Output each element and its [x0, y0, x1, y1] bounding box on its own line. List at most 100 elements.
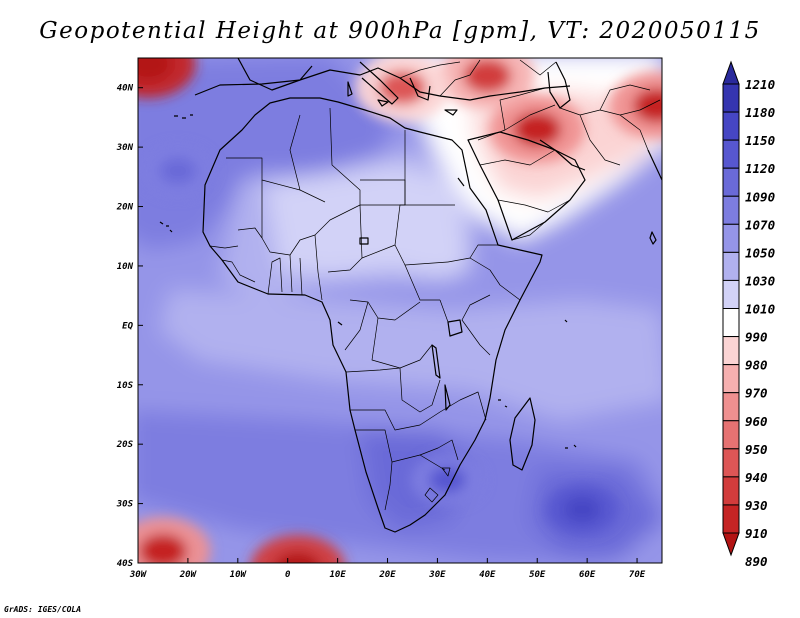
sri-lanka — [649, 231, 657, 245]
colorbar-swatch — [722, 336, 740, 366]
colorbar-cap-bottom — [722, 532, 740, 557]
lat-tick-label: 40S — [117, 559, 134, 569]
high-core — [429, 466, 466, 493]
colorbar-swatch — [722, 279, 740, 309]
lon-tick-label: 0 — [285, 570, 291, 580]
colorbar-swatch — [722, 448, 740, 478]
caspian-coastline — [547, 61, 571, 109]
grads-credit: GrADS: IGES/COLA — [4, 605, 82, 614]
colorbar-label: 960 — [745, 414, 768, 429]
colorbar-label: 1180 — [745, 105, 775, 120]
colorbar-swatch — [722, 420, 740, 450]
cape-verde-islands — [159, 221, 173, 233]
sicily — [377, 99, 389, 107]
lon-tick-label: 70E — [629, 570, 646, 580]
colorbar-label: 970 — [745, 386, 768, 401]
mascarene-islands — [565, 444, 577, 449]
colorbar-label: 990 — [745, 330, 768, 345]
field-region — [138, 58, 390, 250]
colorbar-swatch — [722, 223, 740, 253]
comoros-islands — [498, 399, 508, 408]
colorbar-label: 1030 — [745, 273, 775, 288]
cyprus — [444, 109, 458, 116]
lon-tick-label: 10E — [329, 570, 346, 580]
colorbar-label: 940 — [745, 470, 768, 485]
seychelles-islands — [564, 319, 568, 323]
low-center — [250, 534, 345, 563]
map-title: Geopotential Height at 900hPa [gpm], VT:… — [39, 18, 761, 44]
colorbar-label: 1120 — [745, 161, 775, 176]
lake-chad — [359, 237, 369, 245]
colorbar-label: 890 — [745, 554, 768, 569]
colorbar-swatch — [722, 167, 740, 197]
greece-coastline — [409, 77, 431, 101]
low-core — [378, 70, 427, 105]
colorbar-swatch — [722, 392, 740, 422]
colorbar-swatch — [722, 476, 740, 506]
lon-tick-label: 60E — [579, 570, 596, 580]
lon-tick-label: 30E — [428, 570, 446, 580]
lat-tick-label: 10N — [117, 262, 134, 272]
lat-tick-label: 20S — [116, 440, 134, 450]
lon-tick-label: 10W — [230, 570, 248, 580]
lon-tick-label: 20W — [179, 570, 198, 580]
colorbar-swatch — [722, 111, 740, 141]
low-core — [139, 534, 187, 563]
africa-coastline — [202, 97, 543, 533]
colorbar-label: 1070 — [745, 217, 775, 232]
lat-tick-label: 20N — [116, 203, 134, 213]
low-core — [633, 88, 662, 123]
low-core — [138, 58, 172, 81]
low-core — [463, 58, 512, 93]
colorbar-cap-top — [722, 60, 740, 85]
low-core — [275, 551, 320, 563]
field-region — [160, 290, 662, 420]
italy-coastline — [359, 61, 399, 105]
high-core — [159, 157, 197, 184]
colorbar-label: 950 — [745, 442, 768, 457]
colorbar-label: 980 — [745, 358, 768, 373]
lon-tick-label: 50E — [529, 570, 546, 580]
colorbar-label: 1050 — [745, 245, 775, 260]
lat-tick-label: 10S — [117, 381, 134, 391]
low-core — [513, 112, 562, 147]
india-coastline — [647, 149, 662, 181]
high-core — [563, 496, 601, 523]
lon-tick-label: 40E — [479, 570, 496, 580]
sardinia — [347, 81, 353, 97]
iberia-coastline — [237, 58, 313, 91]
colorbar-label: 910 — [745, 526, 768, 541]
colorbar: 1210 1180 1150 1120 1090 1070 1050 1030 1010 990 9… — [722, 60, 775, 569]
colorbar-label: 1210 — [745, 77, 775, 92]
lon-tick-label: 30W — [129, 570, 148, 580]
lat-tick-label: 40N — [117, 84, 134, 94]
lake-tanganyika — [431, 344, 441, 379]
colorbar-label: 1150 — [745, 133, 775, 148]
colorbar-swatch — [722, 364, 740, 394]
canary-islands — [174, 114, 193, 119]
lon-tick-label: 20E — [378, 570, 396, 580]
colorbar-swatch — [722, 195, 740, 225]
lake-victoria — [447, 319, 463, 337]
bioko-island — [337, 321, 343, 326]
persian-gulf-coastline — [539, 139, 586, 171]
madagascar-coastline — [509, 397, 536, 471]
arabia-coastline — [467, 131, 586, 241]
colorbar-swatch — [722, 308, 740, 338]
lat-tick-label: 30N — [116, 143, 134, 153]
colorbar-swatch — [722, 504, 740, 534]
lat-tick-label: EQ — [122, 321, 133, 331]
colorbar-label: 930 — [745, 498, 768, 513]
colorbar-swatch — [722, 139, 740, 169]
lake-nasser — [457, 177, 465, 187]
colorbar-swatch — [722, 83, 740, 113]
colorbar-swatch — [722, 251, 740, 281]
plot-frame — [137, 57, 663, 564]
colorbar-label: 1010 — [745, 302, 775, 317]
country-borders — [209, 59, 661, 511]
height-field — [138, 58, 662, 563]
lat-tick-label: 30S — [116, 500, 134, 510]
colorbar-label: 1090 — [745, 189, 775, 204]
